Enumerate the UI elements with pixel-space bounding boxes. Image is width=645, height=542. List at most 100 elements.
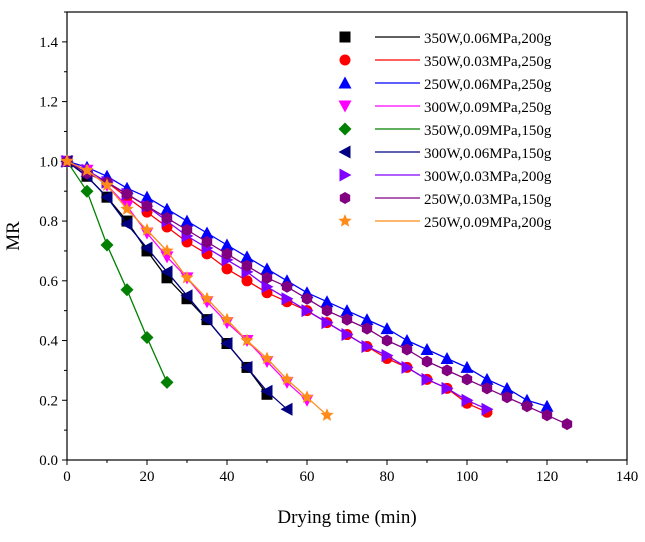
data-point xyxy=(501,391,513,404)
data-point xyxy=(220,312,234,326)
legend-marker xyxy=(338,145,351,159)
data-point xyxy=(441,381,454,395)
legend-marker xyxy=(338,214,352,227)
legend-label: 350W,0.03MPa,250g xyxy=(424,54,552,70)
data-point xyxy=(461,393,474,407)
legend-entry: 250W,0.09MPa,200g xyxy=(338,214,552,231)
legend-entry: 350W,0.06MPa,200g xyxy=(339,31,552,47)
data-point xyxy=(240,333,254,347)
data-point xyxy=(140,190,154,203)
legend-entry: 300W,0.03MPa,200g xyxy=(339,168,552,185)
y-tick-label: 0.4 xyxy=(39,334,58,350)
data-point xyxy=(441,364,453,377)
y-tick-label: 0.6 xyxy=(39,274,58,290)
data-point xyxy=(480,372,494,385)
legend-marker xyxy=(339,168,352,182)
x-tick-label: 60 xyxy=(300,469,315,485)
y-tick-label: 1.0 xyxy=(39,154,58,170)
legend-entry: 350W,0.03MPa,250g xyxy=(339,54,552,70)
data-point xyxy=(341,313,353,326)
data-point xyxy=(260,351,274,365)
data-point xyxy=(401,343,413,356)
data-point xyxy=(320,295,334,308)
legend-marker xyxy=(339,192,351,204)
data-point xyxy=(421,372,434,386)
legend-label: 250W,0.03MPa,150g xyxy=(424,192,552,208)
data-point xyxy=(280,372,294,386)
data-point xyxy=(460,360,474,373)
data-point xyxy=(261,280,274,294)
data-point xyxy=(120,217,133,231)
data-point xyxy=(180,270,194,284)
legend-label: 250W,0.06MPa,250g xyxy=(424,77,552,93)
data-point xyxy=(140,331,154,345)
data-point xyxy=(60,154,74,167)
x-axis-title: Drying time (min) xyxy=(277,507,416,528)
data-point xyxy=(360,313,374,326)
data-point xyxy=(160,265,173,279)
data-point xyxy=(160,202,174,215)
data-point xyxy=(400,334,414,347)
legend-marker xyxy=(338,122,352,136)
y-tick-label: 1.4 xyxy=(39,35,58,51)
x-tick-label: 40 xyxy=(220,469,235,485)
data-point xyxy=(541,409,553,422)
legend-marker xyxy=(338,76,352,89)
data-point xyxy=(200,226,214,239)
axes: 0 20 40 60 80 100 120 140 0.0 0.2 0.4 0.6 0.8 1.0 1.2 1… xyxy=(39,11,638,485)
series-layer xyxy=(60,154,573,431)
y-tick-label: 0.0 xyxy=(39,453,58,469)
legend-entry: 250W,0.03MPa,150g xyxy=(339,192,552,208)
data-point xyxy=(121,188,133,201)
data-point xyxy=(200,313,213,327)
data-point xyxy=(361,322,373,335)
legend: 350W,0.06MPa,200g 350W,0.03MPa,250g 250W,0… xyxy=(338,31,552,231)
data-point xyxy=(160,243,174,257)
y-tick-label: 1.2 xyxy=(39,95,58,111)
data-point xyxy=(500,381,514,394)
x-tick-label: 120 xyxy=(536,469,559,485)
y-tick-label: 0.2 xyxy=(39,393,58,409)
series-fit-line xyxy=(66,160,168,383)
data-point xyxy=(521,400,533,413)
data-point xyxy=(301,304,314,318)
data-point xyxy=(381,334,393,347)
data-point xyxy=(100,190,113,204)
data-point xyxy=(120,202,134,215)
data-point xyxy=(241,259,253,272)
data-point xyxy=(80,184,94,198)
data-point xyxy=(180,289,193,303)
data-point xyxy=(561,418,573,431)
data-point xyxy=(280,402,293,416)
legend-entry: 250W,0.06MPa,250g xyxy=(338,76,552,93)
legend-marker xyxy=(339,31,351,43)
data-point xyxy=(141,200,153,213)
data-point xyxy=(200,291,214,305)
data-point xyxy=(240,360,253,374)
data-point xyxy=(380,322,394,335)
data-point xyxy=(220,238,234,251)
data-point xyxy=(161,272,173,284)
data-point xyxy=(140,241,153,255)
data-point xyxy=(120,283,134,297)
series-9 xyxy=(60,154,334,421)
legend-label: 350W,0.06MPa,200g xyxy=(424,31,552,47)
data-point xyxy=(301,292,313,305)
x-tick-label: 0 xyxy=(63,469,71,485)
data-point xyxy=(161,212,173,225)
data-point xyxy=(321,316,334,330)
legend-label: 300W,0.09MPa,250g xyxy=(424,100,552,116)
series-3 xyxy=(60,154,554,412)
data-point xyxy=(440,351,454,364)
data-point xyxy=(321,304,333,317)
x-tick-label: 80 xyxy=(380,469,395,485)
x-tick-label: 20 xyxy=(140,469,155,485)
data-point xyxy=(221,263,233,275)
data-point xyxy=(361,340,374,354)
data-point xyxy=(180,214,194,227)
data-point xyxy=(300,390,314,403)
data-point xyxy=(241,275,253,287)
data-point xyxy=(100,238,114,252)
